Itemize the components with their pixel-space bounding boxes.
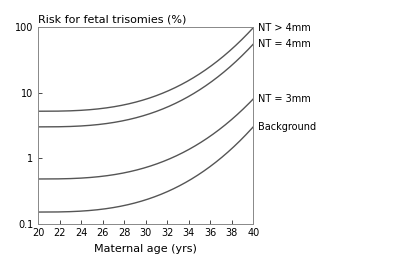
Text: NT = 3mm: NT = 3mm: [258, 94, 310, 104]
Text: Risk for fetal trisomies (%): Risk for fetal trisomies (%): [38, 15, 187, 25]
X-axis label: Maternal age (yrs): Maternal age (yrs): [94, 244, 197, 254]
Text: NT = 4mm: NT = 4mm: [258, 39, 310, 49]
Text: NT > 4mm: NT > 4mm: [258, 23, 310, 33]
Text: Background: Background: [258, 122, 316, 132]
